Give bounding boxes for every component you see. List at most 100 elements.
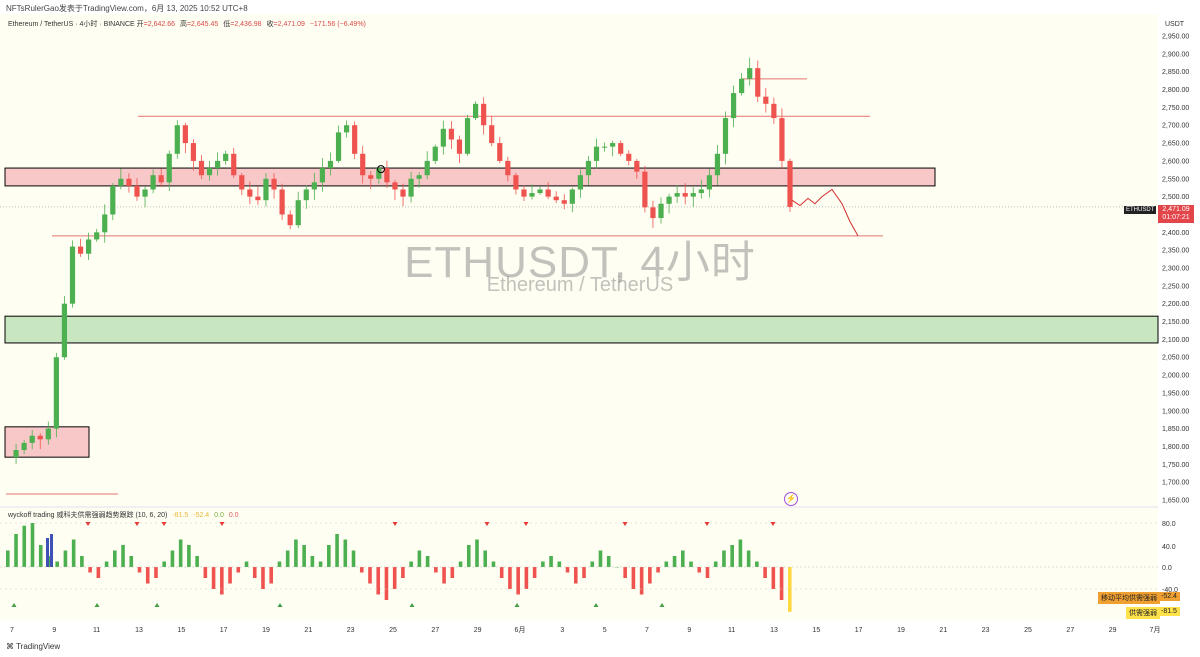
candle-body xyxy=(198,160,205,176)
candle-body xyxy=(634,160,640,172)
candle-body xyxy=(771,103,777,119)
ohlc-close-value: =2,471.09 xyxy=(273,21,305,28)
candles-layer xyxy=(13,57,793,464)
oscillator-bar xyxy=(129,556,134,567)
candle-body xyxy=(763,96,769,104)
time-tick-label: 7月 xyxy=(1150,626,1161,634)
oscillator-bar xyxy=(680,550,685,567)
oscillator-bar xyxy=(294,539,298,567)
oscillator-bar xyxy=(228,567,232,584)
symbol-info-line[interactable]: Ethereum / TetherUS · 4小时 · BINANCE 开=2,… xyxy=(8,19,369,29)
oscillator-bar xyxy=(458,561,463,567)
main-plot-area[interactable] xyxy=(0,14,1158,506)
ohlc-open-value: =2,642.66 xyxy=(143,21,175,28)
oscillator-bar xyxy=(656,567,660,573)
price-axis[interactable]: 2,950.00 2,900.00 2,850.00 2,800.00 2,750.00… xyxy=(1162,34,1189,505)
ohlc-close-label: 收 xyxy=(266,21,274,28)
candle-body xyxy=(118,178,124,186)
publish-caption: NFTsRulerGao发表于TradingView.com，6月 13, 20… xyxy=(6,4,248,13)
candle-body xyxy=(706,175,712,190)
candle-body xyxy=(343,125,350,133)
lightning-icon[interactable]: ⚡ xyxy=(784,492,798,506)
indicator-plot-area[interactable] xyxy=(0,508,1158,620)
price-tick-label: 2,100.00 xyxy=(1162,337,1189,344)
time-tick-label: 11 xyxy=(728,627,735,634)
candle-body xyxy=(416,175,422,179)
strength-label: 供需强弱 xyxy=(1126,607,1160,619)
price-tick-label: 2,700.00 xyxy=(1162,123,1189,130)
ma-strength-value: -52.4 xyxy=(1158,592,1180,601)
time-tick-label: 21 xyxy=(939,627,947,634)
oscillator-tick-label: 40.0 xyxy=(1162,544,1176,551)
candle-body xyxy=(376,168,382,179)
candle-body xyxy=(626,153,632,161)
oscillator-bar xyxy=(252,567,257,578)
indicator-value-1: -81.5 xyxy=(172,512,189,519)
levels-layer xyxy=(0,78,1158,495)
candle-body xyxy=(400,189,406,197)
ohlc-close: 收=2,471.09 xyxy=(267,21,310,28)
sell-marker xyxy=(523,522,529,526)
candle-body xyxy=(585,160,592,176)
oscillator-bar xyxy=(516,567,520,595)
time-tick-label: 25 xyxy=(389,627,397,634)
price-tick-label: 1,750.00 xyxy=(1162,462,1189,469)
candle-body xyxy=(424,160,430,176)
candle-body xyxy=(569,189,575,204)
symbol-title[interactable]: Ethereum / TetherUS · 4小时 · BINANCE xyxy=(8,21,135,28)
candle-body xyxy=(126,178,132,186)
candle-body xyxy=(747,68,753,79)
oscillator-bar xyxy=(491,561,496,567)
candle-body xyxy=(263,178,269,201)
resistance-zone xyxy=(4,167,936,187)
candle-body xyxy=(601,146,608,148)
oscillator-bar xyxy=(137,567,142,573)
candle-body xyxy=(384,168,390,183)
oscillator-highlight-bar xyxy=(50,534,53,567)
price-tick-label: 1,700.00 xyxy=(1162,480,1189,487)
time-axis[interactable]: 7 9 11 13 15 17 19 21 23 25 27 29 6月 3 5 7 9 11 13 15 17 19 21… xyxy=(10,626,1160,634)
candle-body xyxy=(29,435,35,443)
oscillator-bar xyxy=(285,550,290,567)
price-tick-label: 2,950.00 xyxy=(1162,34,1189,41)
candle-body xyxy=(698,189,704,194)
oscillator-axis[interactable]: 80.0 40.0 0.0 -40.0 xyxy=(1162,521,1178,594)
oscillator-tick-label: 0.0 xyxy=(1162,565,1172,572)
candle-body xyxy=(102,214,108,233)
candle-body xyxy=(231,153,237,176)
ohlc-open-label: 开 xyxy=(136,21,144,28)
sell-marker xyxy=(85,522,91,526)
price-tick-label: 2,850.00 xyxy=(1162,69,1189,76)
ohlc-high: 高=2,645.45 xyxy=(180,21,223,28)
candle-body xyxy=(690,193,696,197)
oscillator-bar xyxy=(244,561,249,567)
oscillator-bar xyxy=(211,567,216,589)
time-tick-label: 21 xyxy=(304,627,312,634)
symbol-price-tag: ETHUSDT xyxy=(1124,206,1157,214)
candle-body xyxy=(464,118,471,154)
time-tick-label: 7 xyxy=(645,627,649,634)
candle-body xyxy=(223,153,229,161)
time-tick-label: 17 xyxy=(855,627,863,634)
time-tick-label: 6月 xyxy=(515,626,526,634)
tradingview-brand[interactable]: ⌘ TradingView xyxy=(6,642,60,651)
marker-circle xyxy=(377,165,385,174)
buy-marker xyxy=(154,603,160,607)
indicator-name[interactable]: wyckoff trading 威科夫供需强弱趋势跟踪 (10, 6, 20) xyxy=(8,512,168,519)
projection-path xyxy=(791,188,859,237)
oscillator-bar xyxy=(689,561,693,567)
oscillator-bar xyxy=(261,567,265,589)
candle-body xyxy=(61,303,68,358)
oscillator-bar xyxy=(606,556,611,567)
current-price: 2,471.09 xyxy=(1162,206,1190,213)
indicator-legend[interactable]: wyckoff trading 威科夫供需强弱趋势跟踪 (10, 6, 20) … xyxy=(8,510,239,520)
candle-body xyxy=(368,175,374,179)
candle-body xyxy=(190,143,197,161)
candle-body xyxy=(521,189,527,197)
oscillator-bar xyxy=(508,567,512,589)
candle-body xyxy=(158,175,164,183)
candle-body xyxy=(610,143,616,147)
candle-body xyxy=(69,246,76,304)
candle-body xyxy=(215,160,221,169)
